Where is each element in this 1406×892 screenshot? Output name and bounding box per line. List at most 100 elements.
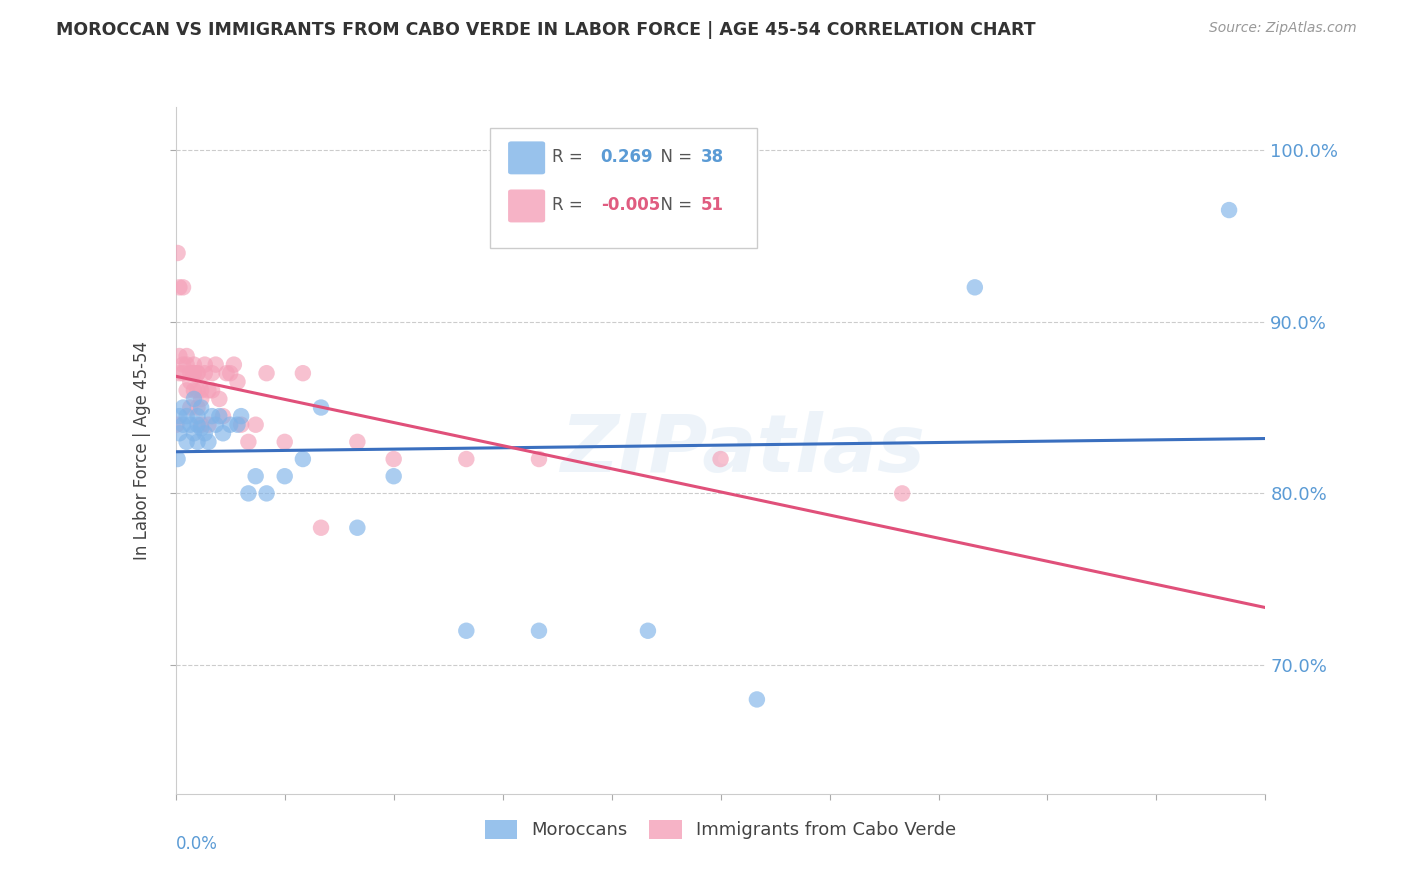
Point	[169, 349, 191, 363]
Point	[346, 434, 368, 449]
Point	[190, 392, 212, 406]
Point	[274, 434, 297, 449]
Point	[186, 401, 209, 415]
FancyBboxPatch shape	[489, 128, 756, 248]
Point	[219, 417, 242, 432]
Point	[197, 417, 219, 432]
Point	[527, 452, 550, 467]
Point	[291, 366, 314, 380]
FancyBboxPatch shape	[508, 141, 546, 174]
Point	[208, 409, 231, 424]
Point	[212, 426, 235, 441]
Point	[891, 486, 914, 500]
Point	[309, 521, 332, 535]
Point	[179, 375, 201, 389]
Point	[166, 452, 188, 467]
Text: ZIPatlas: ZIPatlas	[560, 411, 925, 490]
Text: MOROCCAN VS IMMIGRANTS FROM CABO VERDE IN LABOR FORCE | AGE 45-54 CORRELATION CH: MOROCCAN VS IMMIGRANTS FROM CABO VERDE I…	[56, 21, 1036, 39]
Point	[274, 469, 297, 483]
Point	[186, 366, 209, 380]
Point	[172, 401, 194, 415]
Point	[183, 358, 205, 372]
Point	[169, 366, 191, 380]
Point	[204, 417, 226, 432]
Point	[190, 421, 212, 435]
Point	[179, 417, 201, 432]
Text: -0.005: -0.005	[600, 196, 659, 214]
Point	[245, 417, 267, 432]
Point	[637, 624, 659, 638]
Point	[183, 366, 205, 380]
Point	[346, 521, 368, 535]
Point	[166, 417, 188, 432]
Point	[204, 358, 226, 372]
Point	[745, 692, 768, 706]
Point	[456, 624, 478, 638]
Point	[172, 417, 194, 432]
Point	[194, 358, 217, 372]
Point	[176, 434, 198, 449]
Point	[201, 409, 224, 424]
Point	[176, 358, 198, 372]
Point	[215, 366, 238, 380]
Point	[179, 401, 201, 415]
Point	[238, 434, 260, 449]
Point	[382, 452, 405, 467]
Point	[172, 358, 194, 372]
Point	[201, 384, 224, 398]
Point	[190, 401, 212, 415]
Point	[309, 401, 332, 415]
Point	[201, 366, 224, 380]
Point	[256, 486, 278, 500]
Point	[172, 366, 194, 380]
Point	[186, 366, 209, 380]
Point	[176, 349, 198, 363]
Point	[190, 417, 212, 432]
Point	[176, 384, 198, 398]
Point	[183, 392, 205, 406]
Text: N =: N =	[650, 196, 697, 214]
Point	[183, 426, 205, 441]
Point	[169, 280, 191, 294]
Legend: Moroccans, Immigrants from Cabo Verde: Moroccans, Immigrants from Cabo Verde	[478, 813, 963, 847]
Point	[172, 280, 194, 294]
Point	[231, 409, 253, 424]
Point	[197, 384, 219, 398]
Point	[179, 366, 201, 380]
Point	[186, 409, 209, 424]
Point	[212, 409, 235, 424]
Text: N =: N =	[650, 148, 697, 166]
Point	[710, 452, 733, 467]
FancyBboxPatch shape	[508, 189, 546, 222]
Text: Source: ZipAtlas.com: Source: ZipAtlas.com	[1209, 21, 1357, 36]
Text: R =: R =	[551, 148, 588, 166]
Point	[382, 469, 405, 483]
Point	[194, 426, 217, 441]
Point	[226, 417, 249, 432]
Point	[527, 624, 550, 638]
Point	[194, 366, 217, 380]
Point	[186, 434, 209, 449]
Point	[190, 384, 212, 398]
Point	[222, 358, 245, 372]
Text: R =: R =	[551, 196, 588, 214]
Point	[291, 452, 314, 467]
Point	[456, 452, 478, 467]
Point	[197, 434, 219, 449]
Point	[231, 417, 253, 432]
Text: 0.269: 0.269	[600, 148, 654, 166]
Point	[186, 384, 209, 398]
Point	[219, 366, 242, 380]
Point	[963, 280, 986, 294]
Point	[208, 392, 231, 406]
Point	[166, 246, 188, 260]
Point	[238, 486, 260, 500]
Point	[245, 469, 267, 483]
Text: 38: 38	[702, 148, 724, 166]
Text: 51: 51	[702, 196, 724, 214]
Point	[226, 375, 249, 389]
Point	[169, 409, 191, 424]
Point	[183, 366, 205, 380]
Point	[186, 417, 209, 432]
Point	[1218, 202, 1240, 217]
